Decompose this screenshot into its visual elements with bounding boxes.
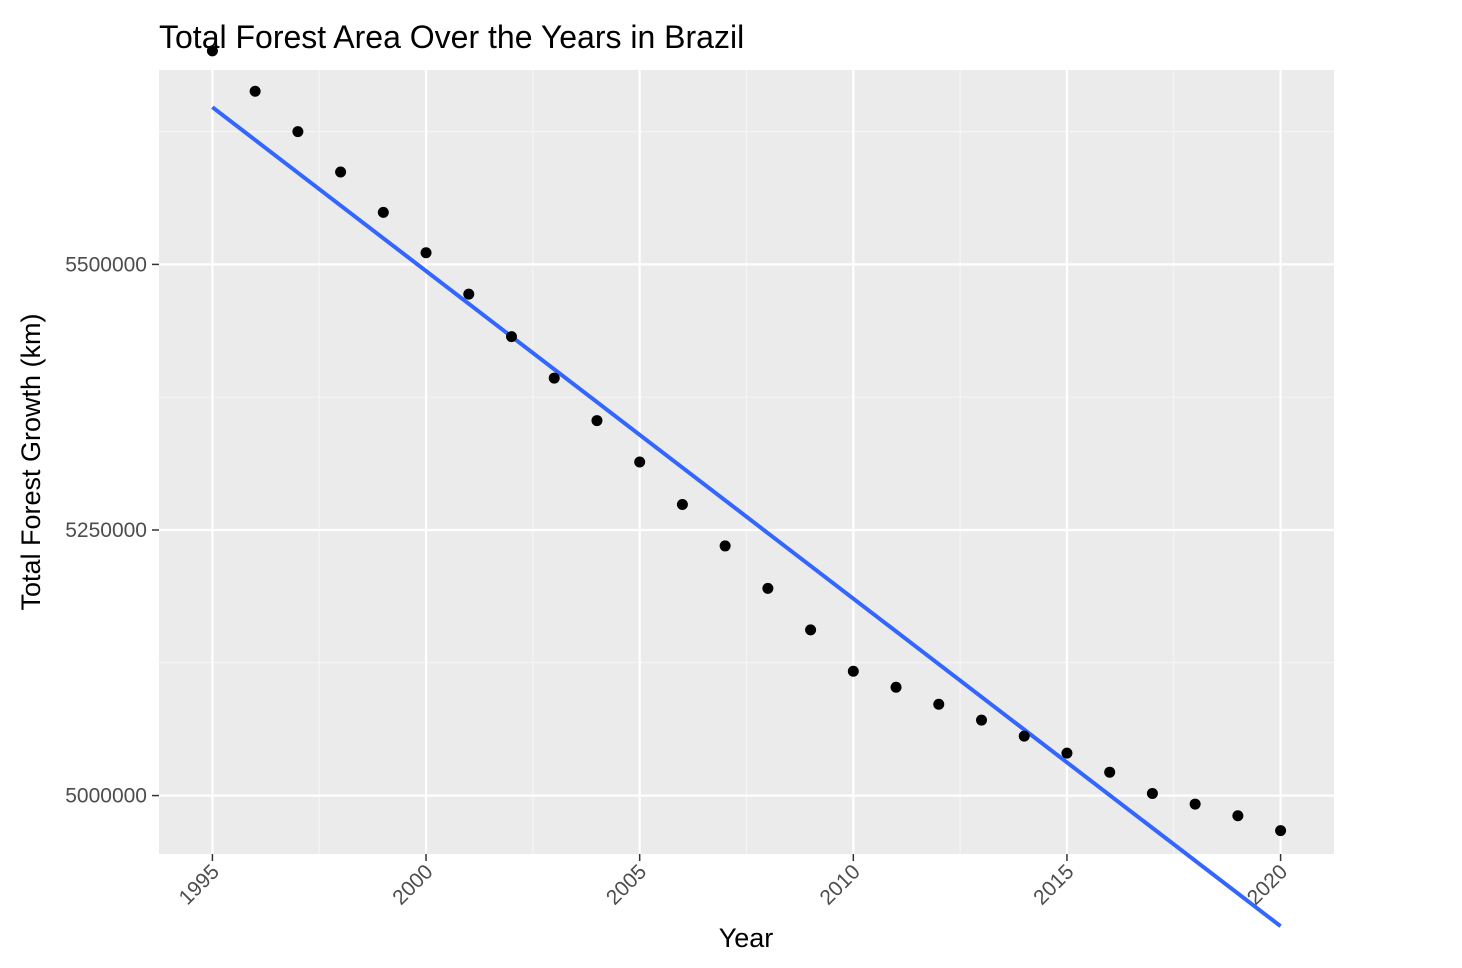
x-tick-label: 2010 (816, 860, 865, 909)
data-point (676, 498, 688, 510)
data-point (420, 247, 432, 259)
data-point (548, 372, 560, 384)
data-point (292, 126, 304, 138)
data-point (976, 714, 987, 726)
x-tick-label: 2000 (388, 860, 437, 909)
data-point (206, 45, 218, 57)
data-point (1232, 810, 1244, 822)
data-point (249, 85, 261, 97)
data-point (1275, 825, 1287, 837)
x-axis-title: Year (719, 923, 774, 953)
data-point (762, 582, 774, 594)
data-point (847, 665, 859, 677)
data-point (634, 456, 646, 468)
data-point (1189, 798, 1201, 810)
y-tick-label: 5500000 (65, 253, 147, 276)
data-point (719, 540, 731, 552)
data-point (335, 166, 347, 178)
data-point (805, 624, 817, 636)
data-point (1018, 730, 1030, 742)
data-point (1061, 747, 1073, 759)
x-tick-label: 1995 (175, 860, 224, 909)
data-point (506, 331, 517, 343)
y-tick-label: 5000000 (65, 785, 147, 808)
y-axis-ticks: 5000000 5250000 5500000 (65, 253, 159, 808)
y-axis-title: Total Forest Growth (km) (16, 313, 46, 610)
trend-line-layer (211, 105, 1282, 928)
data-point (377, 206, 389, 218)
y-tick-label: 5250000 (65, 519, 147, 542)
data-points (206, 45, 1287, 837)
data-point (1104, 766, 1116, 778)
chart-title: Total Forest Area Over the Years in Braz… (159, 19, 744, 55)
data-point (591, 415, 603, 427)
x-tick-label: 2015 (1029, 860, 1078, 909)
data-point (890, 681, 902, 693)
data-point (933, 698, 945, 710)
x-tick-label: 2005 (602, 860, 651, 909)
data-point (463, 288, 475, 300)
x-axis-ticks: 1995 2000 2005 2010 2015 2020 (175, 854, 1292, 910)
trend-line (211, 105, 1282, 928)
data-point (1146, 787, 1158, 799)
